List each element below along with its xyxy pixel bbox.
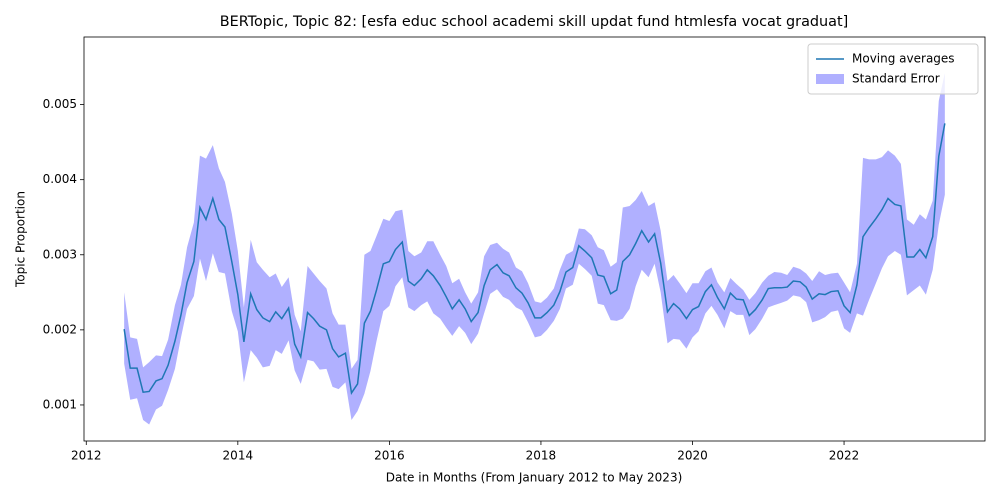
- chart-title: BERTopic, Topic 82: [esfa educ school ac…: [220, 14, 849, 30]
- axes-frame: [83, 36, 986, 442]
- x-axis-label: Date in Months (From January 2012 to May…: [386, 471, 683, 485]
- x-tick-label: 2014: [223, 449, 254, 463]
- legend-label: Standard Error: [852, 72, 940, 86]
- y-tick-label: 0.001: [43, 397, 77, 411]
- x-tick-label: 2020: [677, 449, 708, 463]
- y-tick-label: 0.002: [43, 322, 77, 336]
- y-tick-label: 0.005: [43, 97, 77, 111]
- x-tick-label: 2016: [374, 449, 405, 463]
- y-tick-label: 0.004: [43, 172, 77, 186]
- line: [123, 123, 946, 395]
- legend-box: [807, 43, 979, 95]
- x-tick-label: 2012: [71, 449, 102, 463]
- legend-swatch: [816, 74, 844, 84]
- legend-label: Moving averages: [852, 52, 955, 66]
- y-axis-label: Topic Proportion: [14, 191, 28, 288]
- y-tick-label: 0.003: [43, 247, 77, 261]
- x-tick-label: 2022: [829, 449, 860, 463]
- error-band: [124, 73, 945, 425]
- plot-area: [123, 73, 946, 425]
- x-tick-label: 2018: [526, 449, 557, 463]
